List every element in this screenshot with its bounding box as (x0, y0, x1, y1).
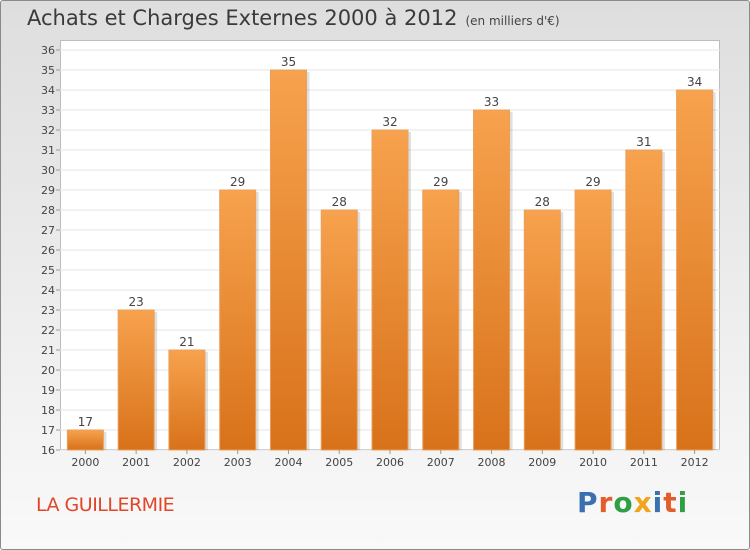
y-tick-label: 17 (41, 424, 55, 437)
x-tick-label: 2003 (224, 456, 252, 469)
x-tick-label: 2006 (376, 456, 404, 469)
data-label: 28 (332, 195, 347, 209)
chart-unit: (en milliers d'€) (465, 14, 560, 28)
data-label: 28 (535, 195, 550, 209)
chart-title-text: Achats et Charges Externes 2000 à 2012 (27, 6, 458, 30)
logo-letter: i (652, 486, 664, 519)
chart-title: Achats et Charges Externes 2000 à 2012 (e… (27, 6, 560, 30)
y-tick-label: 30 (41, 164, 55, 177)
bar (269, 69, 307, 451)
x-tick-label: 2000 (71, 456, 99, 469)
bar (117, 309, 155, 451)
proxiti-logo: Proxiti (577, 486, 688, 519)
y-tick-label: 35 (41, 64, 55, 77)
y-tick-label: 31 (41, 144, 55, 157)
data-label: 34 (687, 75, 702, 89)
y-tick-label: 18 (41, 404, 55, 417)
bars (66, 69, 716, 451)
y-tick-label: 33 (41, 104, 55, 117)
data-label: 29 (585, 175, 600, 189)
data-label: 23 (129, 295, 144, 309)
y-tick-label: 26 (41, 244, 55, 257)
logo-letter: P (577, 486, 599, 519)
x-tick-label: 2012 (681, 456, 709, 469)
bar (219, 189, 257, 451)
y-tick-label: 20 (41, 364, 55, 377)
bar (66, 429, 104, 451)
data-label: 33 (484, 95, 499, 109)
bar (523, 209, 561, 451)
y-tick-label: 27 (41, 224, 55, 237)
bar (320, 209, 358, 451)
data-label: 35 (281, 55, 296, 69)
y-tick-label: 25 (41, 264, 55, 277)
bar (422, 189, 460, 451)
y-tick-label: 28 (41, 204, 55, 217)
x-tick-label: 2011 (630, 456, 658, 469)
bar (473, 109, 511, 451)
place-name: LA GUILLERMIE (36, 494, 175, 516)
logo-letter: o (613, 486, 634, 519)
x-tick-label: 2008 (478, 456, 506, 469)
logo-letter: t (663, 486, 678, 519)
x-tick-label: 2005 (325, 456, 353, 469)
y-tick-label: 21 (41, 344, 55, 357)
x-tick-label: 2009 (528, 456, 556, 469)
y-tick-label: 36 (41, 44, 55, 57)
x-tick-label: 2004 (274, 456, 302, 469)
data-label: 21 (179, 335, 194, 349)
bar (371, 129, 409, 451)
y-tick-label: 16 (41, 444, 55, 457)
logo-letter: Proxiti (577, 486, 688, 519)
x-tick-label: 2002 (173, 456, 201, 469)
logo-letter: r (598, 486, 614, 519)
y-tick-label: 32 (41, 124, 55, 137)
data-label: 31 (636, 135, 651, 149)
y-tick-label: 22 (41, 324, 55, 337)
data-label: 29 (433, 175, 448, 189)
logo-letter: i (677, 486, 689, 519)
y-tick-label: 29 (41, 184, 55, 197)
y-tick-label: 34 (41, 84, 55, 97)
data-labels: 17 23 21 29 35 28 32 29 33 28 29 31 34 (78, 55, 703, 429)
x-tick-label: 2001 (122, 456, 150, 469)
bar (625, 149, 663, 451)
x-axis-ticks: 2000 2001 2002 2003 2004 2005 2006 2007 2008 2009… (71, 450, 709, 469)
bar (574, 189, 612, 451)
data-label: 29 (230, 175, 245, 189)
bar (676, 89, 714, 451)
y-tick-label: 19 (41, 384, 55, 397)
y-axis-ticks: 16 17 18 19 20 21 22 23 24 25 26 27 28 29 30 31 32 33 34 35… (41, 44, 60, 457)
y-tick-label: 24 (41, 284, 55, 297)
data-label: 32 (382, 115, 397, 129)
x-tick-label: 2010 (579, 456, 607, 469)
bar (168, 349, 206, 451)
logo-letter: x (633, 486, 653, 519)
y-tick-label: 23 (41, 304, 55, 317)
data-label: 17 (78, 415, 93, 429)
x-tick-label: 2007 (427, 456, 455, 469)
